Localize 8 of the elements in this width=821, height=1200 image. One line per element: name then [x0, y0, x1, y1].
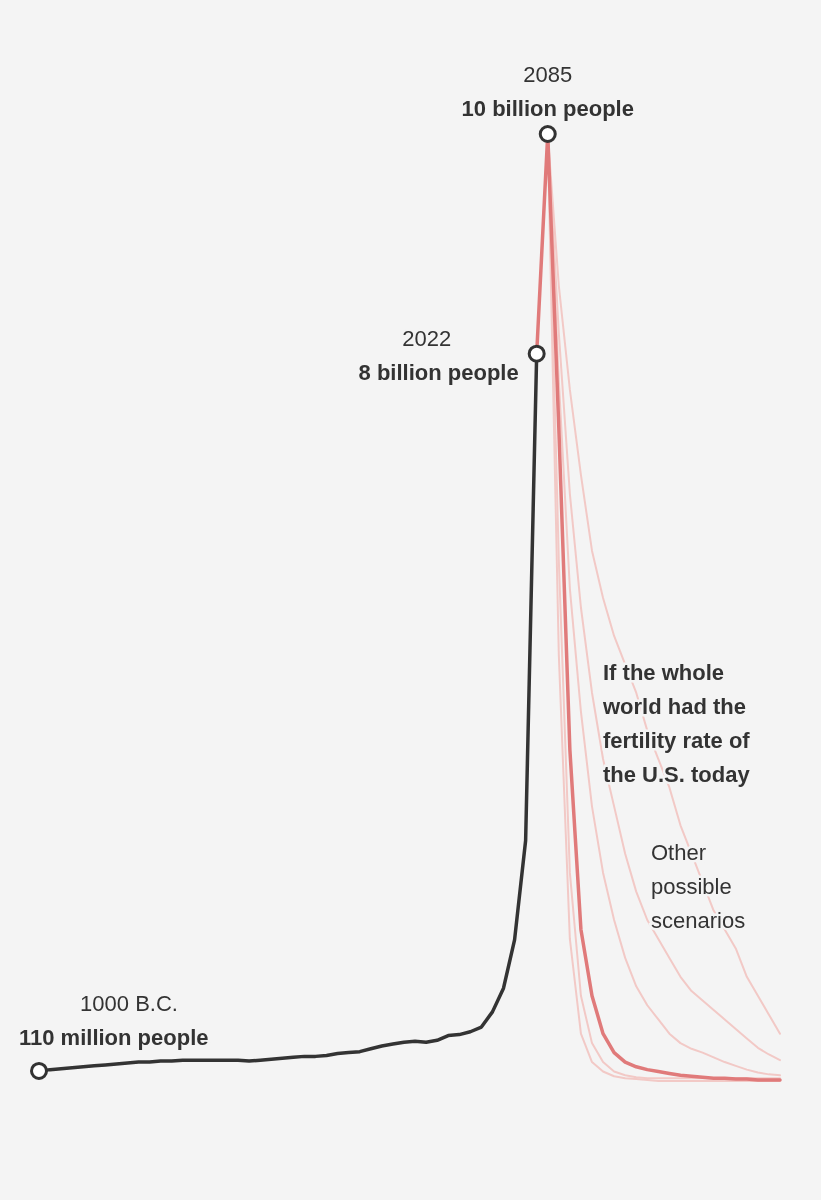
- annotation: 1000 B.C.: [80, 990, 178, 1016]
- annotation: 110 million people: [19, 1024, 209, 1050]
- annotation: If the whole world had the fertility rate of the U.S. today: [602, 660, 751, 787]
- annotation: 2022: [402, 325, 452, 351]
- text: 10 billion people: [461, 96, 634, 121]
- text: 2085: [523, 62, 573, 87]
- annotation: 8 billion people: [358, 359, 519, 385]
- annotation: Other possible scenarios: [651, 840, 746, 933]
